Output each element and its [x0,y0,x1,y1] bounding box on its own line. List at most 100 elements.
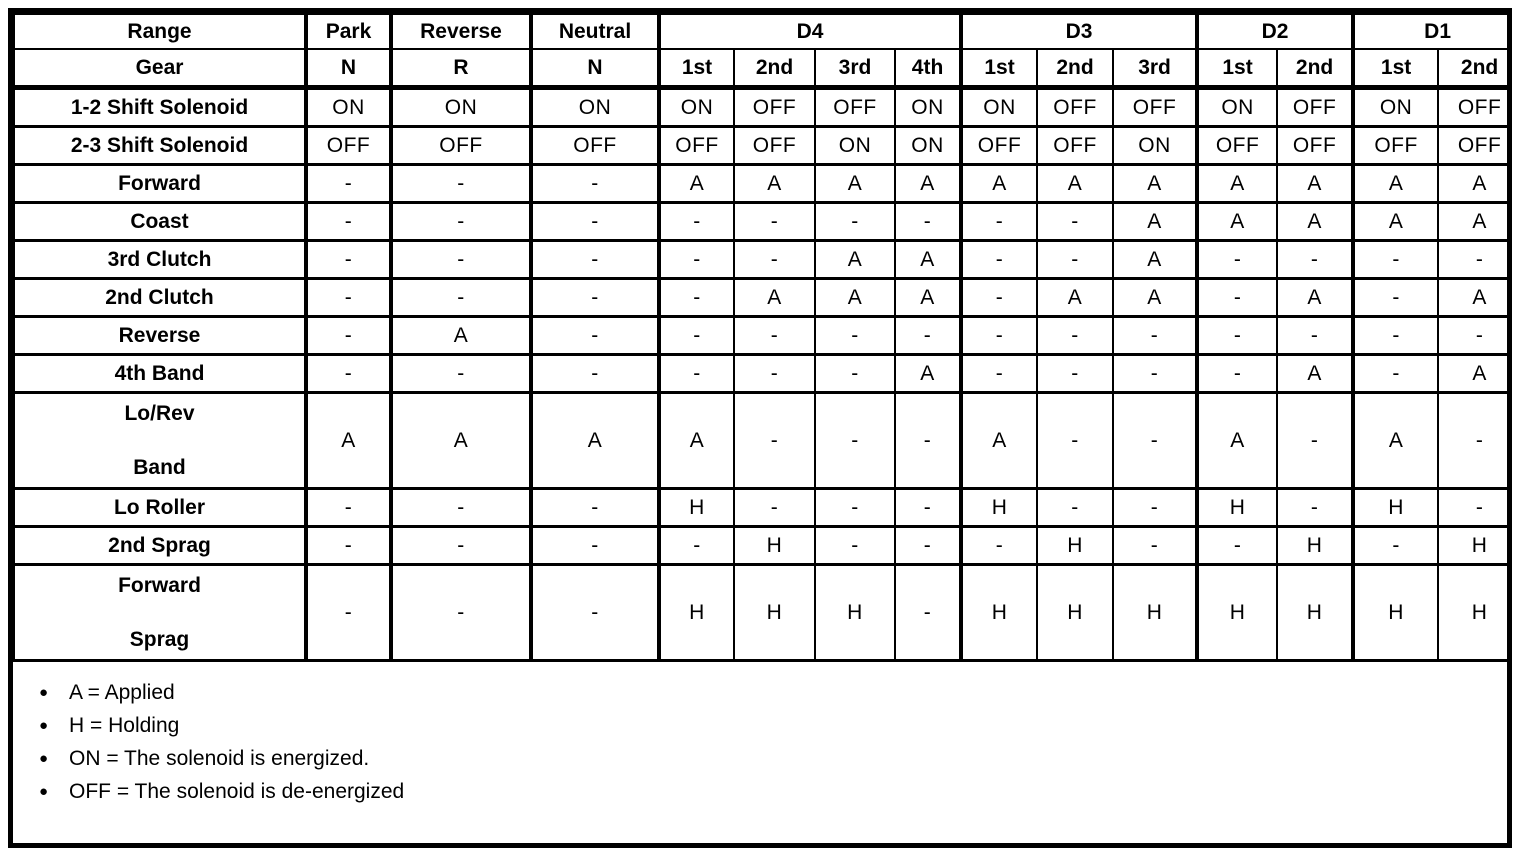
range-group-d2: D2 [1195,13,1355,50]
value-cell: OFF [529,125,660,166]
value-cell: H [814,563,896,662]
value-cell: A [1276,201,1355,242]
value-cell: H [1112,563,1199,662]
value-cell: - [893,391,963,490]
legend-item: ● A = Applied [39,676,1507,709]
row-label-lo-roller: Lo Roller [13,487,307,528]
row-label-lines: Forward Sprag [16,573,304,652]
value-cell: A [893,353,963,394]
table-row: Forward Sprag - - - H H H - H H H H H H H [13,563,1507,662]
value-cell: - [1437,487,1507,528]
table-row: Forward - - - A A A A A A A A A A A [13,163,1507,204]
value-cell: A [1437,277,1507,318]
value-cell: H [1351,487,1440,528]
row-label-line-2: Sprag [129,627,190,651]
value-cell: - [1195,239,1279,280]
value-cell: A [733,277,816,318]
value-cell: - [1351,277,1440,318]
gear-cell: 1st [959,48,1039,90]
table-row: 3rd Clutch - - - - - A A - - A - - - - [13,239,1507,280]
value-cell: - [657,239,735,280]
chart-frame: Range Park Reverse Neutral D4 D3 D2 D1 Gear N R N 1s… [8,8,1512,848]
value-cell: - [814,391,896,490]
value-cell: - [304,163,392,204]
value-cell: H [1036,525,1115,566]
value-cell: A [1437,201,1507,242]
value-cell: A [733,163,816,204]
value-cell: ON [389,86,532,128]
value-cell: A [1195,391,1279,490]
value-cell: - [959,525,1039,566]
value-cell: - [389,163,532,204]
value-cell: - [959,277,1039,318]
value-cell: A [1276,353,1355,394]
row-label-2-3-shift-solenoid: 2-3 Shift Solenoid [13,125,307,166]
value-cell: H [959,487,1039,528]
legend: ● A = Applied ● H = Holding ● ON = The soleno… [13,662,1507,808]
value-cell: - [304,277,392,318]
row-label-4th-band: 4th Band [13,353,307,394]
value-cell: OFF [733,86,816,128]
gear-cell: N [304,48,392,90]
value-cell: - [733,239,816,280]
value-cell: - [1112,353,1199,394]
value-cell: A [1036,163,1115,204]
value-cell: H [1351,563,1440,662]
row-label-3rd-clutch: 3rd Clutch [13,239,307,280]
row-label-line-2: Band [133,455,186,479]
value-cell: - [959,353,1039,394]
value-cell: - [529,315,660,356]
value-cell: A [1276,163,1355,204]
value-cell: - [1437,391,1507,490]
value-cell: - [959,239,1039,280]
value-cell: H [1036,563,1115,662]
value-cell: - [657,201,735,242]
value-cell: - [304,487,392,528]
row-label-line-1: Forward [118,573,201,597]
value-cell: A [389,391,532,490]
legend-text: A = Applied [69,680,175,704]
value-cell: H [657,563,735,662]
bullet-icon: ● [39,783,49,800]
value-cell: - [1276,391,1355,490]
gear-cell: 2nd [1036,48,1115,90]
value-cell: ON [959,86,1039,128]
value-cell: H [1195,563,1279,662]
value-cell: A [1195,201,1279,242]
value-cell: - [733,487,816,528]
legend-item: ● ON = The solenoid is energized. [39,742,1507,775]
table-row: Lo/Rev Band A A A A - - - A - - A - A - [13,391,1507,490]
value-cell: OFF [389,125,532,166]
gear-application-table: Range Park Reverse Neutral D4 D3 D2 D1 Gear N R N 1s… [13,13,1507,662]
legend-item: ● OFF = The solenoid is de-energized [39,775,1507,808]
value-cell: A [814,239,896,280]
table-row: 2nd Sprag - - - - H - - - H - - H - H [13,525,1507,566]
value-cell: A [1112,277,1199,318]
value-cell: - [959,201,1039,242]
value-cell: - [1112,315,1199,356]
table-header: Range Park Reverse Neutral D4 D3 D2 D1 Gear N R N 1s… [13,13,1507,90]
value-cell: - [389,563,532,662]
value-cell: - [657,277,735,318]
value-cell: - [529,163,660,204]
value-cell: - [389,525,532,566]
value-cell: OFF [304,125,392,166]
value-cell: - [1112,487,1199,528]
bullet-icon: ● [39,750,49,767]
value-cell: OFF [814,86,896,128]
value-cell: A [1036,277,1115,318]
value-cell: - [814,201,896,242]
range-group-d3: D3 [959,13,1199,50]
value-cell: OFF [1276,125,1355,166]
value-cell: A [1437,353,1507,394]
gear-cell: 4th [893,48,963,90]
value-cell: OFF [1351,125,1440,166]
value-cell: A [304,391,392,490]
gear-cell: 2nd [1437,48,1507,90]
value-cell: OFF [1437,86,1507,128]
row-label-forward-sprag: Forward Sprag [13,563,307,662]
value-cell: - [304,239,392,280]
range-group-d1: D1 [1351,13,1507,50]
value-cell: ON [1351,86,1440,128]
value-cell: - [529,563,660,662]
